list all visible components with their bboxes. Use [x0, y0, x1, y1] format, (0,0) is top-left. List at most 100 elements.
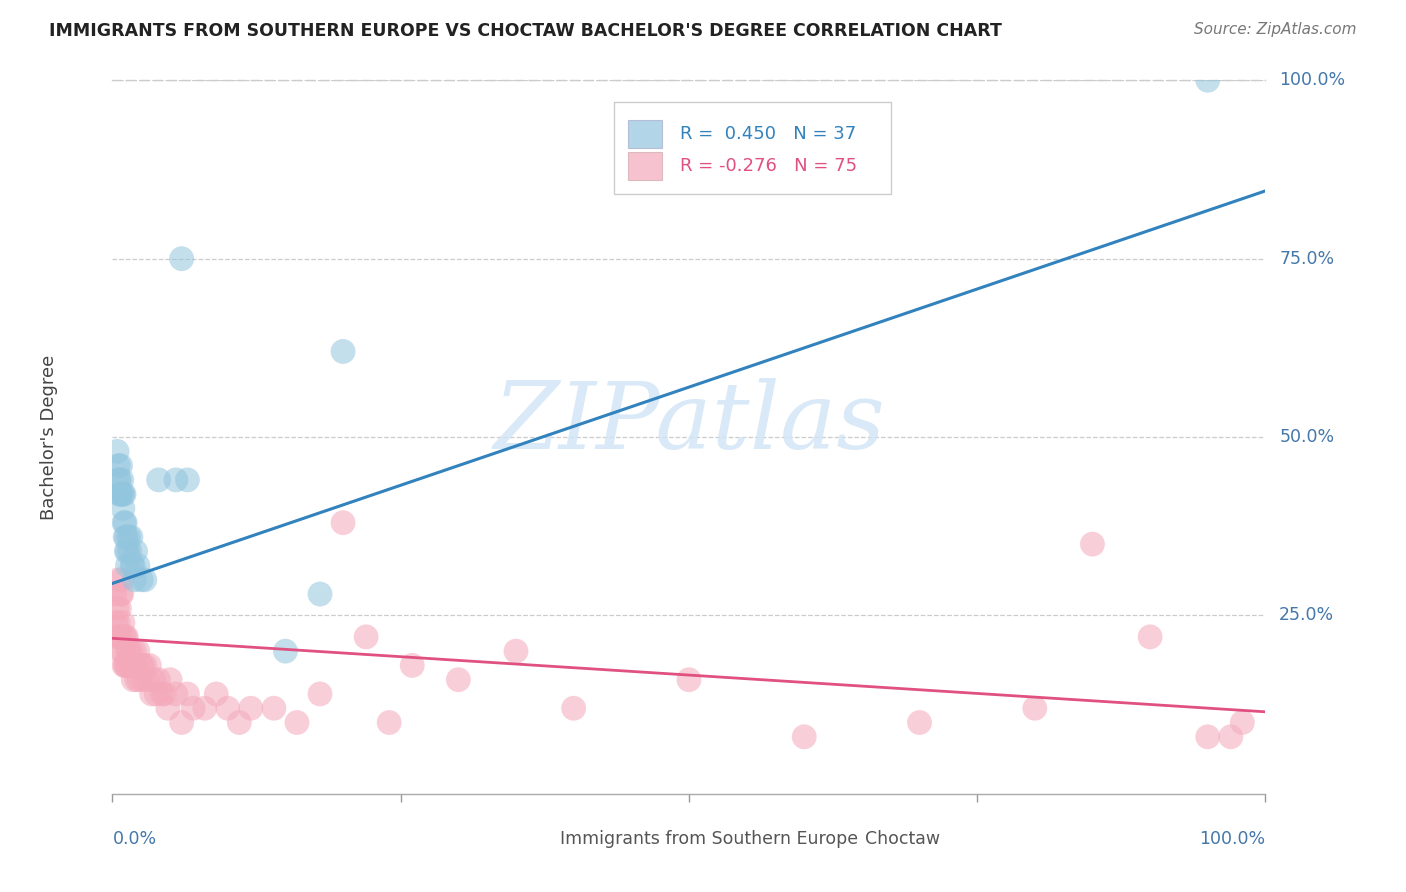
Point [111, 501, 134, 516]
Point [793, 730, 815, 744]
Text: 25.0%: 25.0% [1279, 607, 1334, 624]
Point [112, 630, 135, 644]
Point [1139, 630, 1161, 644]
Bar [614, 102, 891, 194]
Text: 100.0%: 100.0% [1199, 830, 1265, 847]
Text: R = -0.276   N = 75: R = -0.276 N = 75 [679, 157, 856, 175]
Point [111, 615, 134, 630]
Point [129, 658, 153, 673]
Point [117, 658, 139, 673]
Point [104, 615, 127, 630]
Point [122, 673, 145, 687]
Point [105, 601, 128, 615]
Point [332, 516, 354, 530]
Point [111, 487, 134, 501]
Point [117, 544, 139, 558]
Point [128, 673, 150, 687]
Point [115, 530, 138, 544]
Point [148, 673, 170, 687]
Point [153, 687, 176, 701]
Point [239, 701, 262, 715]
Point [132, 673, 155, 687]
Point [127, 644, 149, 658]
Point [181, 701, 204, 715]
Point [114, 658, 136, 673]
Point [105, 444, 128, 458]
Text: Source: ZipAtlas.com: Source: ZipAtlas.com [1194, 22, 1357, 37]
Point [110, 487, 132, 501]
Point [112, 516, 135, 530]
Point [107, 473, 129, 487]
Text: Immigrants from Southern Europe: Immigrants from Southern Europe [560, 830, 858, 847]
Point [145, 687, 167, 701]
Point [111, 473, 134, 487]
Point [1197, 730, 1219, 744]
Text: IMMIGRANTS FROM SOUTHERN EUROPE VS CHOCTAW BACHELOR'S DEGREE CORRELATION CHART: IMMIGRANTS FROM SOUTHERN EUROPE VS CHOCT… [49, 22, 1002, 40]
Point [111, 644, 134, 658]
Point [134, 658, 156, 673]
Point [148, 473, 170, 487]
Point [110, 458, 132, 473]
Point [108, 601, 131, 615]
Point [176, 687, 198, 701]
Bar [628, 152, 662, 180]
Point [205, 687, 228, 701]
Point [110, 587, 132, 601]
Point [176, 473, 198, 487]
Point [217, 701, 239, 715]
Point [354, 630, 377, 644]
Point [114, 630, 136, 644]
Point [108, 487, 131, 501]
Point [1081, 537, 1104, 551]
Point [309, 687, 332, 701]
Point [114, 530, 136, 544]
Point [1232, 715, 1254, 730]
Bar [832, 830, 859, 853]
Point [121, 658, 143, 673]
Point [125, 673, 148, 687]
Point [107, 458, 129, 473]
Point [170, 715, 193, 730]
Text: 100.0%: 100.0% [1279, 71, 1346, 89]
Point [150, 687, 173, 701]
Point [104, 587, 127, 601]
Point [111, 487, 134, 501]
Point [124, 544, 146, 558]
Point [105, 630, 128, 644]
Point [107, 573, 129, 587]
Point [156, 701, 179, 715]
Point [121, 558, 143, 573]
Point [120, 530, 142, 544]
Point [118, 658, 141, 673]
Point [263, 701, 285, 715]
Text: R =  0.450   N = 37: R = 0.450 N = 37 [679, 125, 856, 143]
Point [136, 673, 159, 687]
Point [129, 573, 153, 587]
Text: 0.0%: 0.0% [112, 830, 156, 847]
Point [401, 658, 423, 673]
Point [194, 701, 217, 715]
Point [112, 487, 135, 501]
Point [170, 252, 193, 266]
Point [111, 587, 134, 601]
Point [447, 673, 470, 687]
Bar [628, 120, 662, 148]
Point [309, 587, 332, 601]
Point [1197, 73, 1219, 87]
Point [1024, 701, 1046, 715]
Point [124, 573, 146, 587]
Point [114, 516, 136, 530]
Text: Bachelor's Degree: Bachelor's Degree [39, 354, 58, 520]
Point [117, 530, 139, 544]
Point [115, 630, 138, 644]
Point [141, 687, 163, 701]
Point [110, 630, 132, 644]
Text: 50.0%: 50.0% [1279, 428, 1334, 446]
Point [110, 644, 132, 658]
Point [115, 544, 138, 558]
Point [112, 658, 135, 673]
Point [228, 715, 250, 730]
Point [124, 658, 146, 673]
Point [1219, 730, 1241, 744]
Point [124, 644, 146, 658]
